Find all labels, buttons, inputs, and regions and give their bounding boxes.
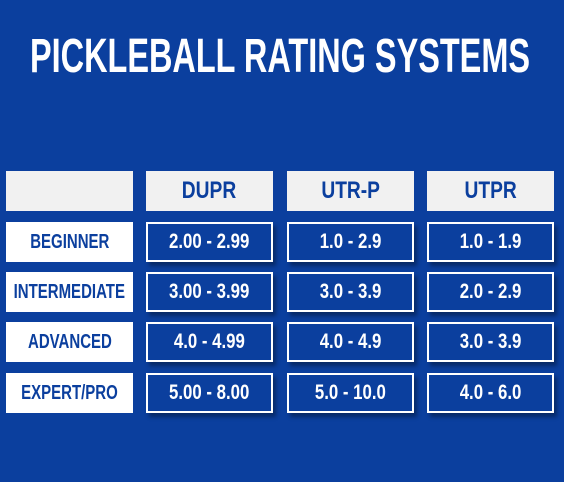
- title-area: PICKLEBALL RATING SYSTEMS: [30, 30, 530, 83]
- row-label-text: ADVANCED: [27, 330, 112, 353]
- rating-range-text: 1.0 - 1.9: [459, 230, 522, 253]
- column-header: DUPR: [146, 171, 273, 211]
- rating-range: 3.0 - 3.9: [287, 272, 414, 312]
- row-label: BEGINNER: [6, 222, 133, 262]
- rating-range: 3.00 - 3.99: [146, 272, 273, 312]
- row-label-text: BEGINNER: [29, 230, 110, 253]
- row-label: ADVANCED: [6, 322, 133, 362]
- column-header-text: DUPR: [182, 177, 237, 204]
- rating-range-text: 4.0 - 4.9: [319, 330, 382, 353]
- rating-range-text: 5.00 - 8.00: [169, 381, 250, 404]
- rating-range-text: 4.0 - 6.0: [459, 381, 522, 404]
- row-label: EXPERT/PRO: [6, 373, 133, 413]
- rating-range: 5.0 - 10.0: [287, 373, 414, 413]
- rating-range-text: 3.00 - 3.99: [169, 280, 250, 303]
- row-label-text: INTERMEDIATE: [13, 280, 126, 303]
- column-header: UTPR: [427, 171, 554, 211]
- rating-range: 5.00 - 8.00: [146, 373, 273, 413]
- rating-range: 4.0 - 6.0: [427, 373, 554, 413]
- rating-range-text: 4.0 - 4.99: [173, 330, 245, 353]
- rating-range-text: 2.0 - 2.9: [459, 280, 522, 303]
- rating-range: 4.0 - 4.9: [287, 322, 414, 362]
- rating-range-text: 5.0 - 10.0: [314, 381, 386, 404]
- row-label-text: EXPERT/PRO: [21, 381, 118, 404]
- rating-range: 1.0 - 2.9: [287, 222, 414, 262]
- rating-range-text: 3.0 - 3.9: [319, 280, 382, 303]
- rating-range: 4.0 - 4.99: [146, 322, 273, 362]
- rating-range-text: 3.0 - 3.9: [459, 330, 522, 353]
- rating-range: 2.00 - 2.99: [146, 222, 273, 262]
- title: PICKLEBALL RATING SYSTEMS: [30, 30, 530, 83]
- column-header-text: UTR-P: [321, 177, 380, 204]
- rating-range: 3.0 - 3.9: [427, 322, 554, 362]
- column-header: UTR-P: [287, 171, 414, 211]
- column-header-text: UTPR: [464, 177, 517, 204]
- corner-cell: [6, 171, 133, 211]
- rating-range: 1.0 - 1.9: [427, 222, 554, 262]
- rating-range-text: 1.0 - 2.9: [319, 230, 382, 253]
- row-label: INTERMEDIATE: [6, 272, 133, 312]
- rating-range-text: 2.00 - 2.99: [169, 230, 250, 253]
- rating-range: 2.0 - 2.9: [427, 272, 554, 312]
